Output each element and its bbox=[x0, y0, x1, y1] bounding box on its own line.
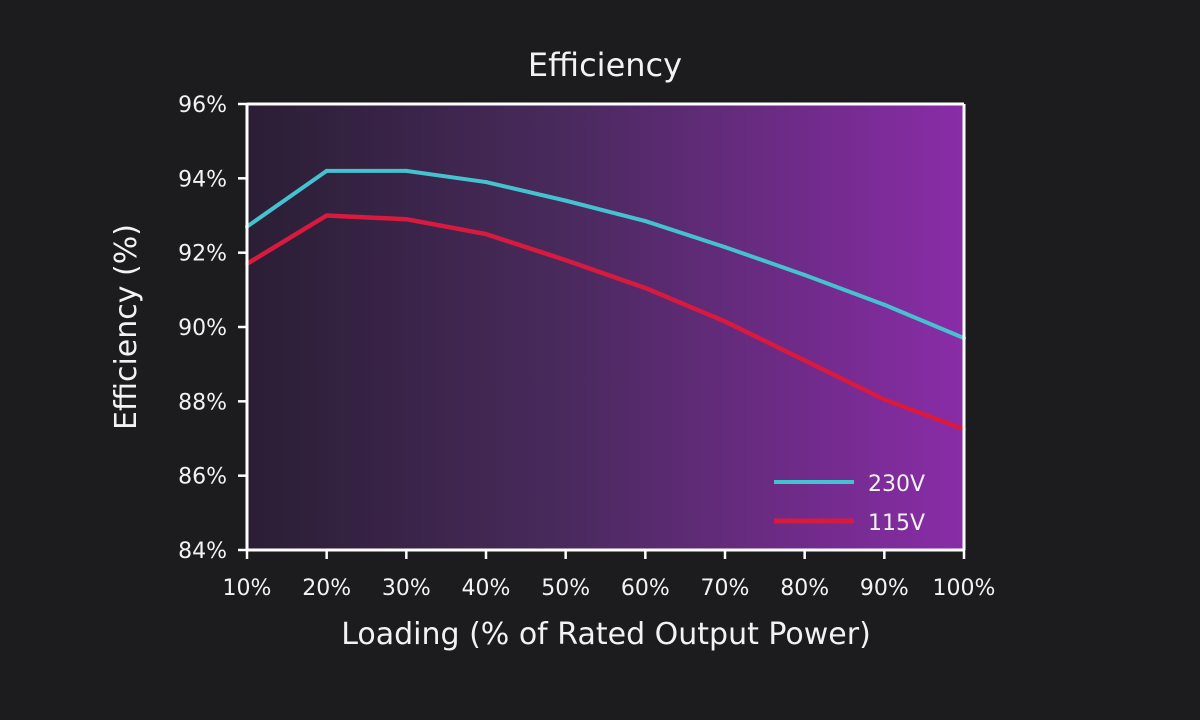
data-point-230v bbox=[643, 219, 648, 224]
x-tick-label: 80% bbox=[780, 576, 829, 601]
axes bbox=[245, 102, 966, 552]
data-point-230v bbox=[324, 168, 329, 173]
data-point-115v bbox=[723, 319, 727, 324]
x-tick-label: 30% bbox=[382, 576, 431, 601]
chart-title: Efficiency bbox=[528, 46, 682, 84]
series-line-115v bbox=[245, 213, 965, 432]
x-axis-ticks: 10% 20% 30% 40% 50% 60% 70% 80% 90% 100% bbox=[223, 550, 996, 601]
x-tick-label: 10% bbox=[223, 576, 272, 601]
y-tick-label: 90% bbox=[178, 316, 227, 341]
x-tick-label: 90% bbox=[860, 576, 909, 601]
data-point-230v bbox=[882, 302, 887, 307]
x-tick-label: 40% bbox=[462, 576, 511, 601]
data-point-115v bbox=[563, 258, 568, 263]
y-tick-label: 96% bbox=[178, 93, 227, 118]
y-axis-ticks: 84% 86% 88% 90% 92% 94% 96% bbox=[178, 93, 247, 564]
data-point-230v bbox=[723, 245, 727, 250]
y-axis-label: Efficiency (%) bbox=[109, 224, 144, 430]
x-tick-label: 70% bbox=[701, 576, 750, 601]
data-point-230v bbox=[484, 180, 488, 185]
data-point-115v bbox=[643, 285, 648, 290]
y-tick-label: 92% bbox=[178, 242, 227, 267]
data-point-115v bbox=[484, 232, 488, 237]
y-tick-label: 86% bbox=[178, 465, 227, 490]
data-point-115v bbox=[324, 213, 329, 218]
y-tick-label: 88% bbox=[178, 390, 227, 415]
data-point-115v bbox=[882, 397, 887, 402]
x-tick-label: 100% bbox=[933, 576, 996, 601]
data-point-115v bbox=[404, 217, 409, 222]
x-tick-label: 50% bbox=[541, 576, 590, 601]
legend-label-230v: 230V bbox=[868, 472, 925, 497]
x-axis-label: Loading (% of Rated Output Power) bbox=[341, 617, 871, 652]
data-point-115v bbox=[802, 358, 807, 363]
legend: 230V 115V bbox=[774, 472, 925, 536]
legend-label-115v: 115V bbox=[868, 511, 925, 536]
x-tick-label: 60% bbox=[621, 576, 670, 601]
y-tick-label: 94% bbox=[178, 167, 227, 192]
series-line-230v bbox=[245, 168, 965, 340]
data-point-230v bbox=[563, 198, 568, 203]
data-point-230v bbox=[404, 168, 409, 173]
y-tick-label: 84% bbox=[178, 539, 227, 564]
plot-area bbox=[247, 104, 964, 550]
x-tick-label: 20% bbox=[302, 576, 351, 601]
data-point-230v bbox=[802, 272, 807, 277]
